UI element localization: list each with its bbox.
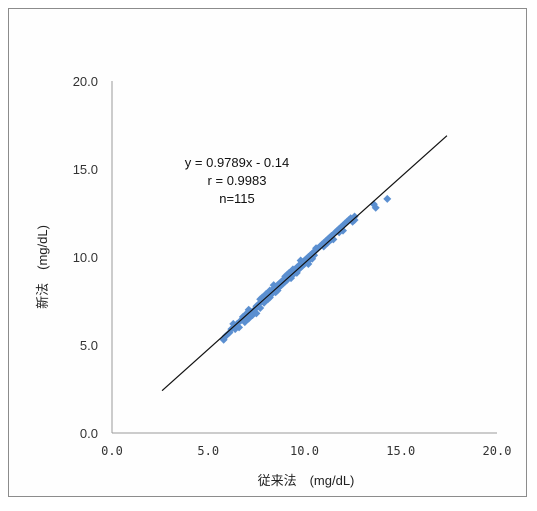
regression-line bbox=[161, 135, 448, 392]
tick-labels: 0.0 5.0 10.0 15.0 20.0 0.0 5.0 10.0 15.0 20.0 bbox=[73, 74, 512, 458]
data-point bbox=[250, 305, 259, 314]
data-point bbox=[235, 323, 244, 332]
data-point bbox=[312, 244, 321, 253]
annotations: y = 0.9789x - 0.14 r = 0.9983 n=115 bbox=[185, 155, 289, 206]
regression-line-group bbox=[161, 135, 448, 392]
x-tick-label: 10.0 bbox=[290, 444, 319, 458]
data-point bbox=[263, 295, 272, 304]
data-point bbox=[350, 216, 359, 225]
x-tick-label: 5.0 bbox=[197, 444, 219, 458]
scatter-chart: 0.0 5.0 10.0 15.0 20.0 0.0 5.0 10.0 15.0 20.0 y =… bbox=[35, 74, 512, 488]
x-tick-label: 20.0 bbox=[483, 444, 512, 458]
chart-frame: 0.0 5.0 10.0 15.0 20.0 0.0 5.0 10.0 15.0 20.0 y =… bbox=[8, 8, 527, 497]
y-tick-label: 10.0 bbox=[73, 250, 98, 265]
y-axis-title: 新法 (mg/dL) bbox=[35, 225, 50, 309]
y-tick-label: 0.0 bbox=[80, 426, 98, 441]
annotation-text: y = 0.9789x - 0.14 bbox=[185, 155, 289, 170]
data-point bbox=[296, 256, 305, 265]
annotation-text: r = 0.9983 bbox=[208, 173, 267, 188]
data-point bbox=[304, 260, 313, 269]
data-point bbox=[308, 254, 317, 263]
x-tick-label: 0.0 bbox=[101, 444, 123, 458]
y-tick-label: 20.0 bbox=[73, 74, 98, 89]
x-tick-label: 15.0 bbox=[386, 444, 415, 458]
data-point bbox=[292, 268, 301, 277]
axes bbox=[111, 81, 497, 434]
data-point bbox=[383, 194, 392, 203]
data-points bbox=[219, 194, 392, 344]
data-point bbox=[371, 203, 380, 212]
y-tick-label: 5.0 bbox=[80, 338, 98, 353]
x-axis-title: 従来法 (mg/dL) bbox=[258, 473, 355, 488]
data-point bbox=[252, 309, 261, 318]
annotation-text: n=115 bbox=[219, 191, 255, 206]
y-tick-label: 15.0 bbox=[73, 162, 98, 177]
axis-titles: 従来法 (mg/dL) 新法 (mg/dL) bbox=[35, 225, 354, 488]
data-point bbox=[256, 304, 265, 313]
